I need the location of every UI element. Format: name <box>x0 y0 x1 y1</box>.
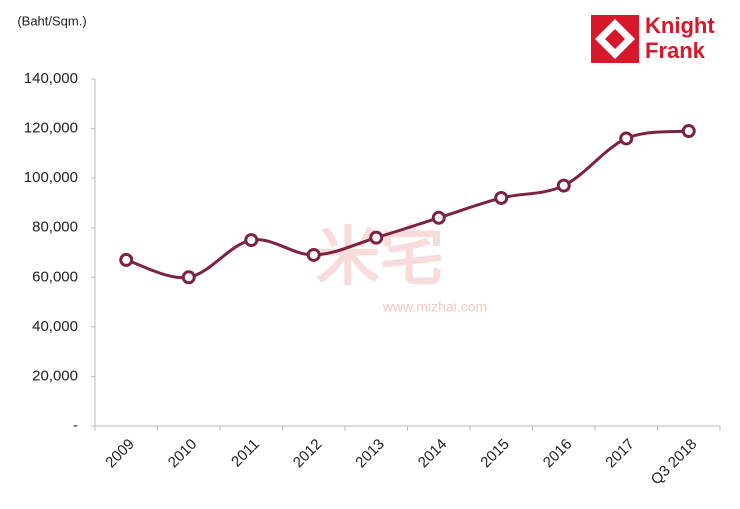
y-tick-label: 40,000 <box>32 318 78 335</box>
y-tick-label: 100,000 <box>24 169 78 186</box>
x-tick-label: 2016 <box>540 436 576 472</box>
watermark: 米宅 <box>316 221 444 293</box>
logo-text: Frank <box>645 38 706 63</box>
x-tick-label: 2015 <box>477 436 513 472</box>
y-tick-label: 120,000 <box>24 120 78 137</box>
y-tick-label: 20,000 <box>32 367 78 384</box>
y-tick-label: 80,000 <box>32 219 78 236</box>
x-tick-label: 2014 <box>415 436 451 472</box>
x-tick-label: 2013 <box>352 436 388 472</box>
marker <box>119 252 134 267</box>
y-tick-label: 60,000 <box>32 268 78 285</box>
marker <box>556 178 571 193</box>
marker <box>619 131 634 146</box>
marker <box>369 230 384 245</box>
marker <box>181 270 196 285</box>
x-tick-label: 2011 <box>228 436 263 471</box>
x-tick-label: 2009 <box>102 436 138 472</box>
y-tick-label: 140,000 <box>24 70 78 87</box>
x-tick-label: 2010 <box>165 436 201 472</box>
marker <box>494 190 509 205</box>
marker <box>244 233 259 248</box>
x-tick-label: 2017 <box>602 436 638 472</box>
logo-text: Knight <box>645 13 715 38</box>
y-tick-label: - <box>73 417 78 434</box>
marker <box>306 247 321 262</box>
line <box>125 129 689 280</box>
marker <box>681 124 696 139</box>
logo: Knight Frank <box>591 13 715 63</box>
x-tick-label: 2012 <box>290 436 326 472</box>
marker <box>431 210 446 225</box>
logo-diamond-inner <box>605 29 625 49</box>
watermark-url: www.mizhai.com <box>382 299 487 315</box>
y-axis-label: (Baht/Sqm.) <box>17 13 86 28</box>
x-tick-label: Q3 2018 <box>648 436 701 489</box>
